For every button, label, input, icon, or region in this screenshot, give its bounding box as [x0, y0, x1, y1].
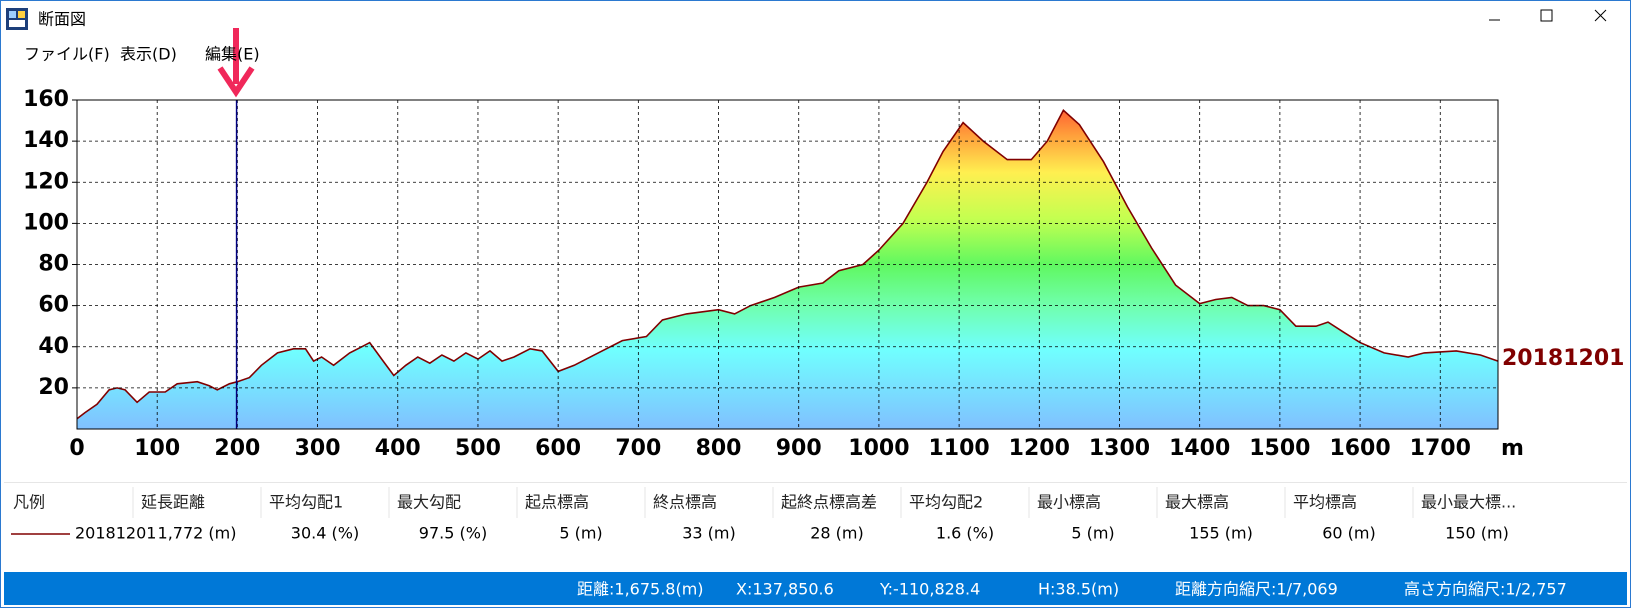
- x-tick-label: 800: [696, 436, 742, 461]
- x-tick-label: 1000: [848, 436, 909, 461]
- y-tick-label: 20: [38, 375, 69, 400]
- maximize-button[interactable]: [1540, 9, 1553, 22]
- y-tick-label: 160: [23, 87, 69, 112]
- column-header[interactable]: 最大勾配: [397, 493, 461, 512]
- window-title: 断面図: [38, 10, 86, 29]
- table-cell: 97.5 (%): [419, 524, 487, 543]
- status-item: 高さ方向縮尺:1/2,757: [1404, 580, 1567, 599]
- plot-border: [76, 99, 1499, 430]
- table-cell: 33 (m): [682, 524, 736, 543]
- table-cell: 1.6 (%): [936, 524, 994, 543]
- column-header[interactable]: 起点標高: [525, 493, 589, 512]
- column-header[interactable]: 凡例: [13, 493, 45, 512]
- table-cell: 60 (m): [1322, 524, 1376, 543]
- table-cell: 30.4 (%): [291, 524, 359, 543]
- x-tick-label: 900: [776, 436, 822, 461]
- column-header[interactable]: 最大標高: [1165, 493, 1229, 512]
- table-cell: 5 (m): [559, 524, 602, 543]
- x-tick-label: 500: [455, 436, 501, 461]
- status-item: 距離方向縮尺:1/7,069: [1175, 580, 1338, 599]
- column-header[interactable]: 平均勾配2: [909, 493, 983, 512]
- x-tick-label: 1600: [1329, 436, 1390, 461]
- column-header[interactable]: 起終点標高差: [781, 493, 877, 512]
- y-tick-label: 100: [23, 210, 69, 235]
- table-top-border: [4, 482, 1627, 483]
- y-tick-label: 40: [38, 334, 69, 359]
- column-header[interactable]: 平均標高: [1293, 493, 1357, 512]
- x-tick-label: 200: [214, 436, 260, 461]
- window-controls[interactable]: [1489, 9, 1607, 22]
- y-tick-label: 120: [23, 169, 69, 194]
- table-cell: 150 (m): [1445, 524, 1509, 543]
- menu-item[interactable]: 編集(E): [205, 45, 260, 64]
- close-button[interactable]: [1594, 9, 1607, 22]
- column-header[interactable]: 終点標高: [653, 493, 717, 512]
- table-cell: 155 (m): [1189, 524, 1253, 543]
- table-cell: 20181201: [75, 524, 156, 543]
- x-tick-label: 400: [375, 436, 421, 461]
- menu-item[interactable]: ファイル(F): [24, 45, 110, 64]
- status-bar: [4, 572, 1627, 605]
- area-fill: [77, 110, 1498, 430]
- column-header[interactable]: 延長距離: [141, 493, 205, 512]
- x-tick-label: 1200: [1009, 436, 1070, 461]
- status-item: 距離:1,675.8(m): [577, 580, 704, 599]
- y-tick-label: 80: [38, 252, 69, 277]
- status-item: H:38.5(m): [1038, 580, 1119, 599]
- x-tick-label: 1300: [1089, 436, 1150, 461]
- x-tick-label: 600: [535, 436, 581, 461]
- column-header[interactable]: 最小最大標...: [1421, 493, 1516, 512]
- table-cell: 5 (m): [1071, 524, 1114, 543]
- x-tick-label: 100: [134, 436, 180, 461]
- x-tick-label: 1700: [1410, 436, 1471, 461]
- x-tick-label: 1500: [1249, 436, 1310, 461]
- y-tick-label: 140: [23, 128, 69, 153]
- table-cell: 28 (m): [810, 524, 864, 543]
- menu-item[interactable]: 表示(D): [120, 45, 177, 64]
- area-line: [76, 109, 1499, 420]
- x-tick-label: 700: [615, 436, 661, 461]
- y-tick-label: 60: [38, 293, 69, 318]
- column-header[interactable]: 最小標高: [1037, 493, 1101, 512]
- x-tick-label: 1100: [928, 436, 989, 461]
- status-item: X:137,850.6: [736, 580, 834, 599]
- x-unit-label: m: [1501, 436, 1524, 461]
- arrow-annotation: [217, 28, 255, 98]
- x-tick-label: 0: [69, 436, 84, 461]
- app-icon: [6, 8, 28, 30]
- table-cell: 1,772 (m): [158, 524, 237, 543]
- x-tick-label: 1400: [1169, 436, 1230, 461]
- status-item: Y:-110,828.4: [879, 580, 980, 599]
- series-label: 20181201: [1502, 346, 1624, 371]
- x-tick-label: 300: [295, 436, 341, 461]
- column-header[interactable]: 平均勾配1: [269, 493, 343, 512]
